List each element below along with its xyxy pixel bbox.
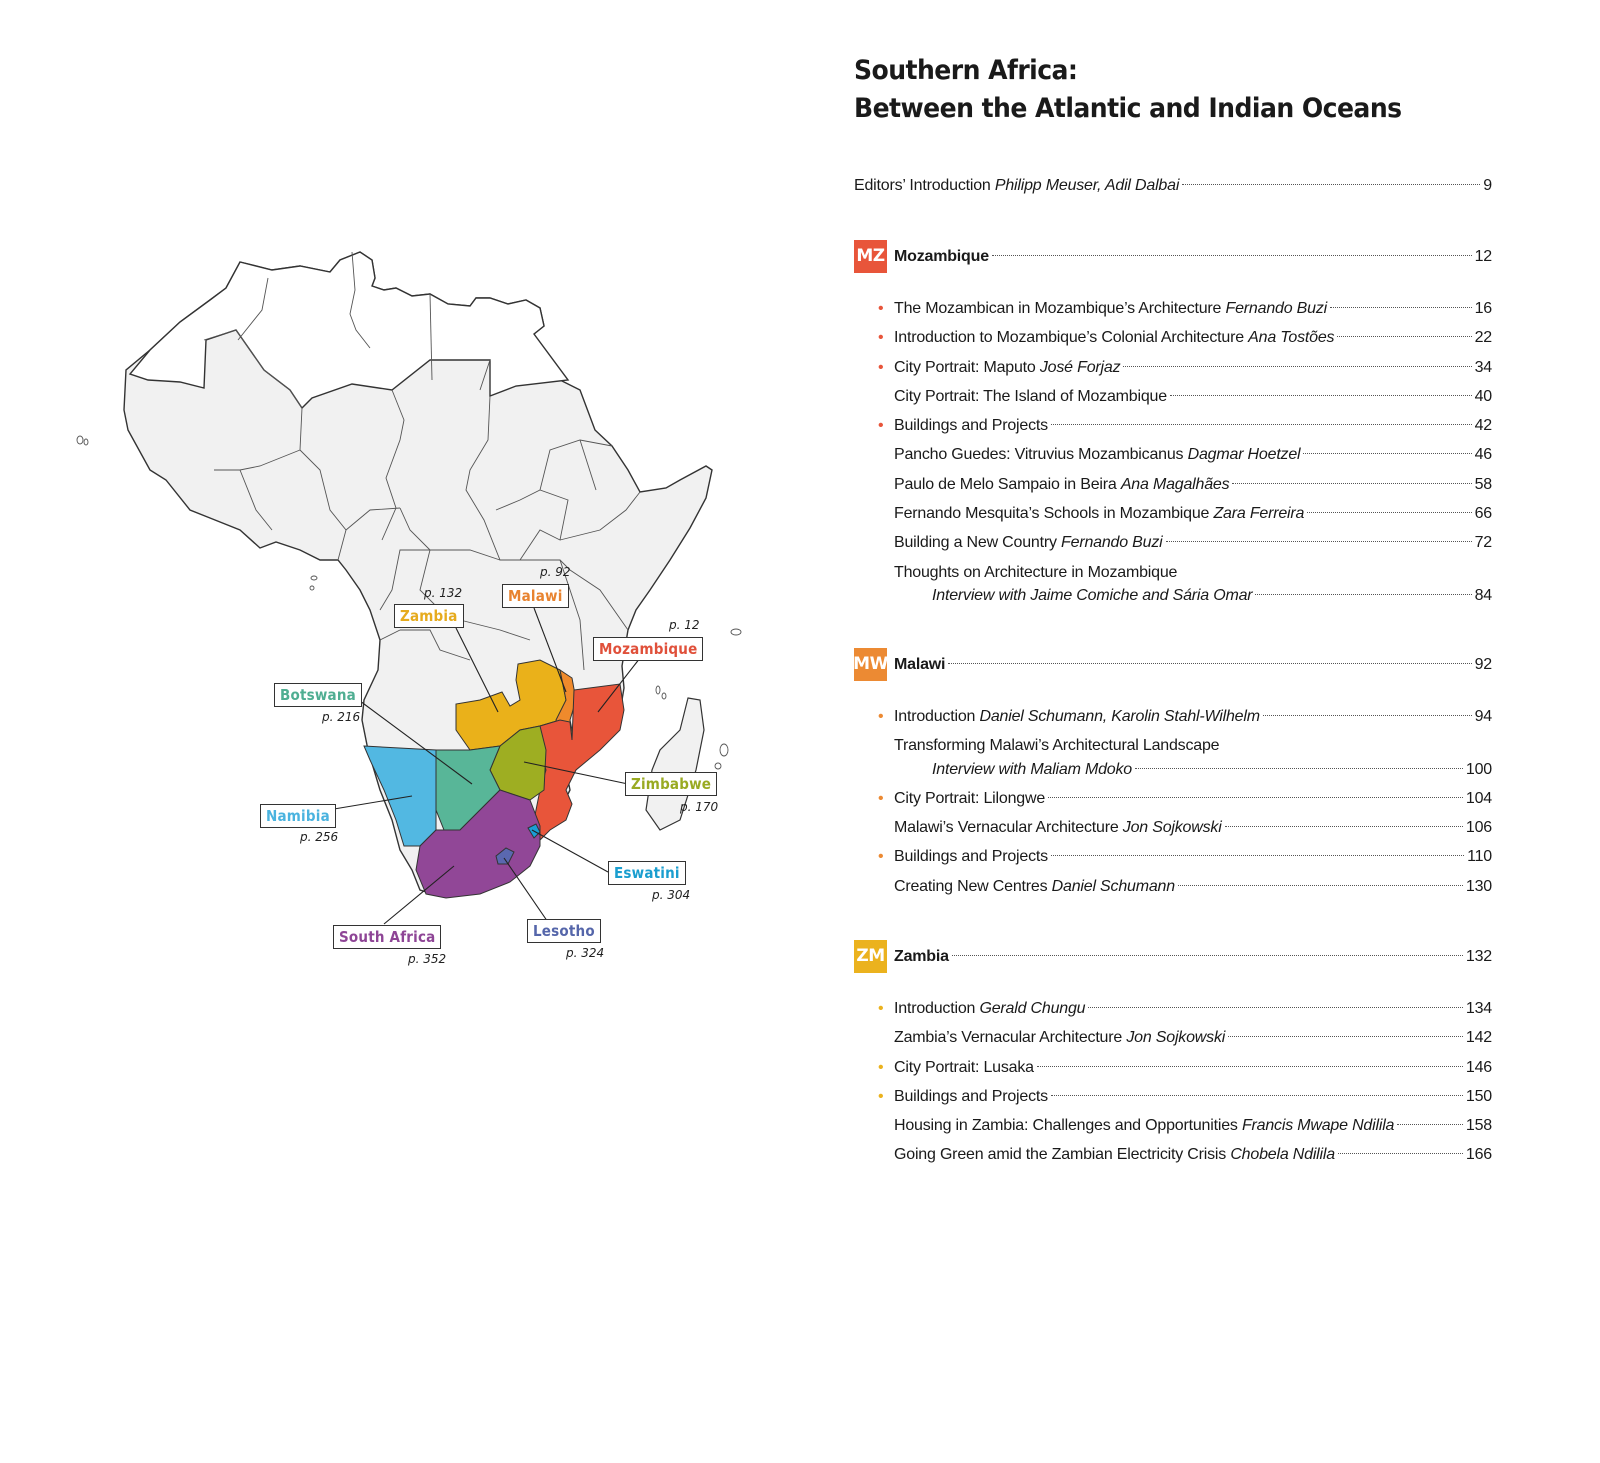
- zimbabwe-page-ref: p. 170: [680, 800, 719, 814]
- toc-entry[interactable]: Going Green amid the Zambian Electricity…: [894, 1146, 1492, 1164]
- toc-entry[interactable]: • City Portrait: Lilongwe 104: [878, 784, 1492, 813]
- toc-entry[interactable]: Fernando Mesquita’s Schools in Mozambiqu…: [894, 505, 1492, 523]
- country-code-badge: MW: [853, 647, 888, 681]
- dot-leader: [991, 254, 1472, 256]
- toc-entry[interactable]: • Introduction to Mozambique’s Colonial A…: [878, 323, 1492, 352]
- bullet-icon: •: [878, 708, 884, 725]
- section-heading[interactable]: MZ Mozambique 12: [854, 239, 1492, 273]
- lesotho-page-ref: p. 324: [566, 946, 605, 960]
- section-heading[interactable]: ZM Zambia 132: [854, 939, 1492, 973]
- toc-entry[interactable]: Paulo de Melo Sampaio in Beira Ana Magal…: [894, 475, 1492, 493]
- africa-map-graphic: [76, 251, 742, 929]
- toc-entry[interactable]: • City Portrait: Lusaka 146: [878, 1053, 1492, 1082]
- bullet-icon: •: [878, 329, 884, 347]
- toc-entry[interactable]: • Buildings and Projects 110: [878, 842, 1492, 871]
- bullet-icon: •: [878, 848, 884, 866]
- botswana-label[interactable]: Botswana: [274, 683, 362, 707]
- eswatini-page-ref: p. 304: [652, 888, 691, 902]
- toc-entry[interactable]: Creating New Centres Daniel Schumann 130: [894, 877, 1492, 895]
- entry-author: Philipp Meuser, Adil Dalbai: [994, 177, 1180, 194]
- bullet-icon: •: [878, 789, 884, 807]
- dot-leader: [1182, 184, 1481, 185]
- north-africa: [128, 251, 570, 410]
- eswatini-label[interactable]: Eswatini: [608, 861, 686, 885]
- entry-title: Editors’ Introduction: [854, 177, 995, 194]
- toc-entry[interactable]: City Portrait: The Island of Mozambique 4…: [894, 387, 1492, 405]
- namibia-page-ref: p. 256: [300, 830, 339, 844]
- country-code-badge: MZ: [854, 239, 887, 273]
- dot-leader: [948, 662, 1472, 664]
- bullet-icon: •: [878, 358, 884, 376]
- bullet-icon: •: [878, 1087, 884, 1105]
- bullet-icon: •: [878, 417, 884, 435]
- botswana-page-ref: p. 216: [322, 710, 361, 724]
- page-number: 92: [1474, 655, 1493, 673]
- toc-entry[interactable]: Thoughts on Architecture in Mozambique: [894, 563, 1178, 581]
- lesotho-label[interactable]: Lesotho: [527, 919, 601, 943]
- toc-entry[interactable]: • Buildings and Projects 150: [878, 1082, 1492, 1111]
- bullet-icon: •: [878, 1000, 884, 1017]
- mozambique-label[interactable]: Mozambique: [593, 637, 704, 661]
- lesotho-shape: [495, 847, 515, 865]
- section-title: Zambia: [894, 947, 949, 965]
- bullet-icon: •: [878, 300, 884, 317]
- toc-entry[interactable]: Malawi’s Vernacular Architecture Jon Soj…: [894, 819, 1492, 837]
- toc-entry-subtitle[interactable]: Interview with Jaime Comiche and Sária O…: [932, 586, 1492, 604]
- toc-entry[interactable]: • Introduction Daniel Schumann, Karolin S…: [878, 702, 1492, 731]
- section-malawi: MW Malawi 92 • Introduction Daniel Schuma…: [853, 647, 1493, 901]
- madagascar-shape: [645, 697, 705, 831]
- south-africa-page-ref: p. 352: [408, 952, 447, 966]
- section-title: Mozambique: [894, 247, 989, 265]
- zambia-page-ref: p. 132: [424, 586, 463, 600]
- title-line-2: Between the Atlantic and Indian Oceans: [854, 93, 1402, 124]
- page-title: Southern Africa: Between the Atlantic an…: [854, 52, 1504, 128]
- toc-entry-subtitle[interactable]: Interview with Maliam Mdoko 100: [932, 760, 1492, 778]
- toc-entry[interactable]: Housing in Zambia: Challenges and Opport…: [894, 1117, 1492, 1135]
- namibia-label[interactable]: Namibia: [260, 804, 336, 828]
- toc-entry[interactable]: • The Mozambican in Mozambique’s Architec…: [878, 294, 1492, 323]
- editors-introduction-entry[interactable]: Editors’ Introduction Philipp Meuser, Ad…: [854, 171, 1492, 200]
- country-code-badge: ZM: [854, 939, 887, 973]
- toc-entry[interactable]: Zambia’s Vernacular Architecture Jon Soj…: [894, 1029, 1492, 1047]
- section-zambia: ZM Zambia 132 • Introduction Gerald Chung…: [854, 939, 1492, 1170]
- zimbabwe-label[interactable]: Zimbabwe: [625, 772, 718, 796]
- page-number: 9: [1483, 177, 1492, 194]
- toc-entry[interactable]: • City Portrait: Maputo José Forjaz 34: [878, 353, 1492, 382]
- toc-entry[interactable]: Building a New Country Fernando Buzi 72: [894, 534, 1492, 552]
- section-heading[interactable]: MW Malawi 92: [853, 647, 1493, 681]
- toc-entry[interactable]: • Buildings and Projects 42: [878, 411, 1492, 440]
- zambia-label[interactable]: Zambia: [394, 604, 464, 628]
- mozambique-page-ref: p. 12: [669, 618, 700, 632]
- toc-entry[interactable]: Transforming Malawi’s Architectural Land…: [894, 737, 1220, 755]
- south-africa-label[interactable]: South Africa: [333, 925, 442, 949]
- malawi-label[interactable]: Malawi: [502, 584, 569, 608]
- bullet-icon: •: [878, 1058, 884, 1076]
- malawi-page-ref: p. 92: [540, 565, 571, 579]
- toc-entry[interactable]: Pancho Guedes: Vitruvius Mozambicanus Da…: [894, 446, 1492, 464]
- title-line-1: Southern Africa:: [854, 55, 1078, 86]
- dot-leader: [951, 954, 1463, 956]
- africa-map: p. 132 Zambia p. 92 Malawi p. 12 Mozambi…: [0, 230, 800, 1010]
- page-number: 132: [1465, 947, 1492, 965]
- section-title: Malawi: [894, 655, 946, 673]
- toc-entry[interactable]: • Introduction Gerald Chungu 134: [878, 994, 1492, 1023]
- namibia-shape: [363, 745, 437, 847]
- page-number: 12: [1474, 247, 1493, 265]
- section-mozambique: MZ Mozambique 12 • The Mozambican in Moza…: [854, 239, 1492, 610]
- south-africa-shape: [415, 789, 541, 899]
